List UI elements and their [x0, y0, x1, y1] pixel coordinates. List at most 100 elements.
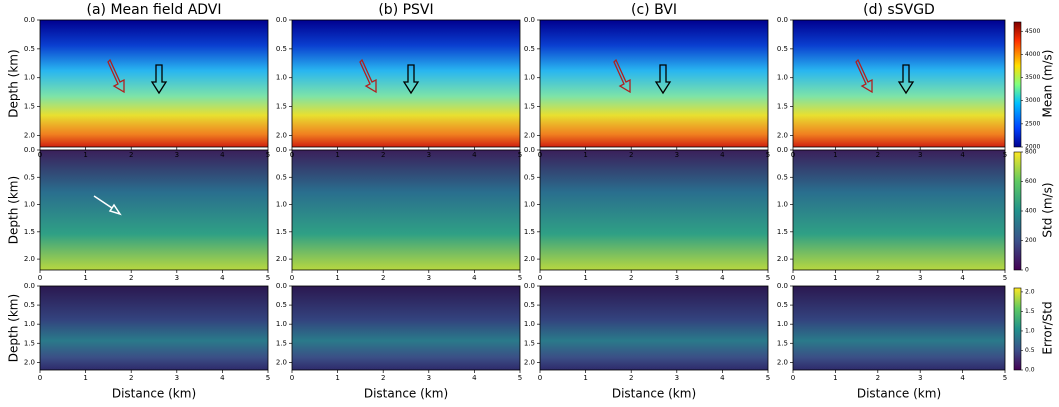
colorbar-tick-label: 1.0 [1025, 327, 1035, 334]
colorbar-tick-label: 1.5 [1025, 308, 1035, 315]
x-tick-label: 0 [538, 374, 542, 382]
x-tick-label: 1 [335, 274, 339, 282]
y-tick-label: 2.0 [777, 131, 788, 139]
y-tick-label: 0.0 [524, 146, 535, 154]
x-tick-label: 5 [266, 274, 270, 282]
x-tick-label: 0 [38, 274, 42, 282]
y-tick-label: 0.5 [524, 45, 535, 53]
image-panel [792, 149, 1006, 271]
x-tick-label: 1 [583, 274, 587, 282]
x-tick-label: 0 [791, 151, 795, 159]
y-tick-label: 2.0 [524, 358, 535, 366]
x-tick-label: 1 [83, 374, 87, 382]
x-tick-label: 5 [518, 374, 522, 382]
image-panel [539, 285, 769, 371]
x-tick-label: 3 [427, 374, 431, 382]
x-axis-label: Distance (km) [612, 387, 696, 401]
y-tick-label: 0.5 [524, 301, 535, 309]
x-tick-label: 1 [833, 151, 837, 159]
y-tick-label: 1.5 [777, 339, 788, 347]
y-tick-label: 0.0 [524, 282, 535, 290]
y-tick-label: 1.5 [24, 228, 35, 236]
x-tick-label: 3 [427, 151, 431, 159]
x-tick-label: 1 [833, 274, 837, 282]
y-tick-label: 2.0 [777, 255, 788, 263]
y-tick-label: 0.0 [524, 16, 535, 24]
x-tick-label: 0 [538, 274, 542, 282]
y-tick-label: 2.0 [276, 255, 287, 263]
y-tick-label: 0.5 [276, 301, 287, 309]
x-tick-label: 4 [220, 151, 225, 159]
y-tick-label: 0.5 [24, 45, 35, 53]
x-tick-label: 4 [472, 274, 477, 282]
column-title: (b) PSVI [378, 2, 433, 18]
x-tick-label: 3 [175, 151, 179, 159]
y-tick-label: 1.5 [524, 339, 535, 347]
y-axis-label: Depth (km) [7, 49, 21, 117]
x-tick-label: 0 [791, 374, 795, 382]
x-tick-label: 5 [766, 374, 770, 382]
x-tick-label: 3 [675, 274, 679, 282]
x-axis-label: Distance (km) [364, 387, 448, 401]
y-tick-label: 0.5 [276, 45, 287, 53]
x-tick-label: 1 [83, 274, 87, 282]
x-tick-label: 5 [1003, 374, 1007, 382]
x-tick-label: 4 [472, 374, 477, 382]
x-tick-label: 0 [38, 151, 42, 159]
y-tick-label: 2.0 [24, 255, 35, 263]
x-axis-label: Distance (km) [112, 387, 196, 401]
y-tick-label: 2.0 [777, 358, 788, 366]
x-tick-label: 5 [1003, 274, 1007, 282]
x-tick-label: 3 [675, 374, 679, 382]
image-panel [539, 19, 769, 148]
y-tick-label: 1.5 [524, 103, 535, 111]
x-tick-label: 3 [918, 274, 922, 282]
y-tick-label: 0.0 [24, 282, 35, 290]
x-tick-label: 2 [381, 274, 385, 282]
colorbar-tick-label: 0.5 [1025, 347, 1035, 354]
x-tick-label: 1 [335, 374, 339, 382]
y-tick-label: 2.0 [24, 358, 35, 366]
y-tick-label: 0.0 [777, 16, 788, 24]
x-tick-label: 0 [38, 374, 42, 382]
x-tick-label: 5 [518, 274, 522, 282]
colorbar-tick-label: 4000 [1025, 51, 1040, 58]
y-tick-label: 1.5 [777, 103, 788, 111]
y-tick-label: 0.5 [777, 301, 788, 309]
image-panel [291, 149, 521, 271]
colorbar-label: Std (m/s) [1041, 182, 1055, 237]
x-tick-label: 4 [720, 374, 725, 382]
image-panel [39, 149, 269, 271]
y-tick-label: 0.0 [24, 16, 35, 24]
y-tick-label: 1.5 [276, 228, 287, 236]
image-panel [792, 285, 1006, 371]
y-tick-label: 1.0 [276, 74, 287, 82]
y-tick-label: 2.0 [276, 358, 287, 366]
x-tick-label: 2 [129, 151, 133, 159]
x-tick-label: 1 [833, 374, 837, 382]
x-tick-label: 2 [629, 151, 633, 159]
x-tick-label: 3 [918, 151, 922, 159]
x-tick-label: 5 [766, 151, 770, 159]
y-tick-label: 1.5 [524, 228, 535, 236]
y-tick-label: 2.0 [524, 131, 535, 139]
x-tick-label: 3 [427, 274, 431, 282]
x-axis-label: Distance (km) [857, 387, 941, 401]
y-tick-label: 1.0 [276, 320, 287, 328]
column-title: (a) Mean field ADVI [86, 2, 221, 18]
y-tick-label: 0.5 [24, 301, 35, 309]
y-tick-label: 0.0 [777, 282, 788, 290]
x-tick-label: 5 [766, 274, 770, 282]
x-tick-label: 4 [960, 274, 965, 282]
x-tick-label: 5 [1003, 151, 1007, 159]
colorbar-label: Error/Std [1041, 301, 1055, 354]
colorbar-tick-label: 0.0 [1025, 367, 1035, 374]
x-tick-label: 2 [129, 274, 133, 282]
y-tick-label: 1.0 [276, 201, 287, 209]
colorbar-tick-label: 3500 [1025, 74, 1040, 81]
column-title: (d) sSVGD [863, 2, 935, 18]
x-tick-label: 1 [583, 151, 587, 159]
x-tick-label: 0 [791, 274, 795, 282]
image-panel [792, 19, 1006, 148]
column-title: (c) BVI [631, 2, 677, 18]
